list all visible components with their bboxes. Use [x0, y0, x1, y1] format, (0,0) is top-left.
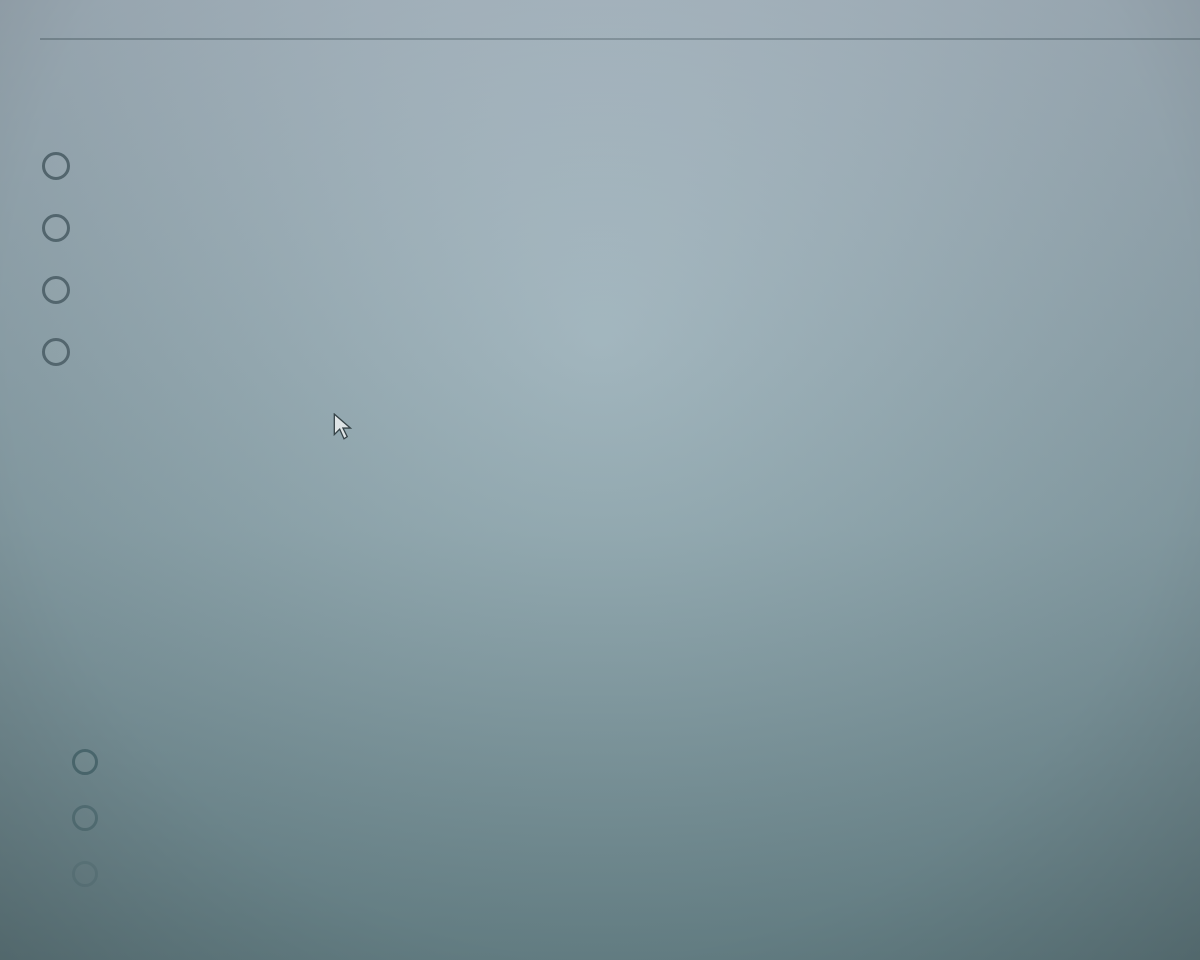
- cursor-icon: [333, 413, 355, 441]
- radio-icon: [42, 214, 70, 242]
- q14-option-2[interactable]: [42, 214, 1180, 242]
- radio-icon: [42, 338, 70, 366]
- question-15: [46, 678, 1160, 887]
- q14-option-4[interactable]: [42, 338, 1180, 366]
- radio-icon: [72, 805, 98, 831]
- q14-option-3[interactable]: [42, 276, 1180, 304]
- question-15-title: [46, 678, 1160, 709]
- card-divider: [40, 38, 1200, 40]
- q14-option-1[interactable]: [42, 152, 1180, 180]
- question-14: [0, 110, 1200, 366]
- question-14-options: [42, 152, 1180, 366]
- radio-icon: [72, 749, 98, 775]
- radio-icon: [42, 276, 70, 304]
- question-15-options: [72, 749, 1160, 887]
- q15-option-1[interactable]: [72, 749, 1160, 775]
- radio-icon: [72, 861, 98, 887]
- q15-option-3[interactable]: [72, 861, 1160, 887]
- radio-icon: [42, 152, 70, 180]
- q15-option-2[interactable]: [72, 805, 1160, 831]
